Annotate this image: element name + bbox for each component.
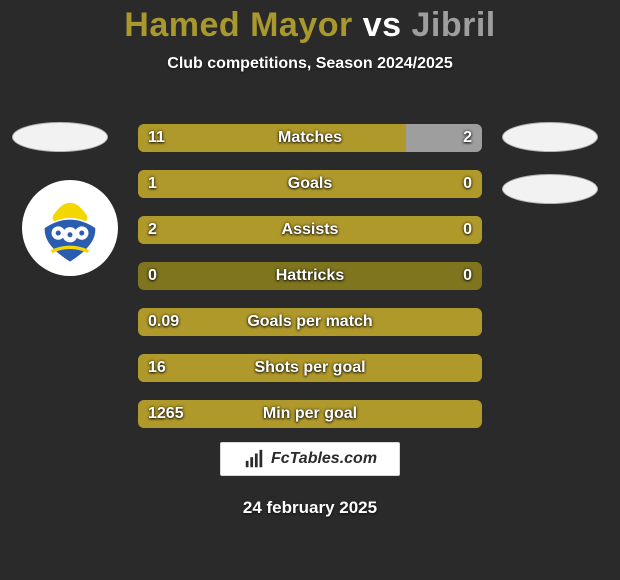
chart-icon <box>243 448 265 470</box>
bar-left-fill <box>138 170 482 198</box>
stat-row: Min per goal1265 <box>138 400 482 428</box>
avatar-right-top <box>502 122 598 152</box>
stat-row: Goals10 <box>138 170 482 198</box>
brand-badge: FcTables.com <box>220 442 400 476</box>
title-player1: Hamed Mayor <box>124 6 352 44</box>
brand-text: FcTables.com <box>271 450 377 468</box>
title-vs: vs <box>363 6 402 44</box>
avatar-right-bottom <box>502 174 598 204</box>
club-logo <box>22 180 118 276</box>
bar-left-fill <box>138 354 482 382</box>
bar-left-fill <box>138 124 406 152</box>
bar-left-fill <box>138 308 482 336</box>
bar-left-fill <box>138 216 482 244</box>
bar-right-fill <box>406 124 482 152</box>
stat-row: Matches112 <box>138 124 482 152</box>
bar-track <box>138 262 482 290</box>
stat-row: Shots per goal16 <box>138 354 482 382</box>
subtitle: Club competitions, Season 2024/2025 <box>0 55 620 73</box>
stat-row: Goals per match0.09 <box>138 308 482 336</box>
bar-left-fill <box>138 400 482 428</box>
avatar-left <box>12 122 108 152</box>
stat-row: Assists20 <box>138 216 482 244</box>
comparison-card: Hamed Mayor vs Jibril Club competitions,… <box>0 0 620 580</box>
stat-row: Hattricks00 <box>138 262 482 290</box>
club-crest-icon <box>28 186 112 270</box>
title-player2: Jibril <box>411 6 495 44</box>
stat-bars: Matches112 Goals10 Assists20 Hattricks00 Goa… <box>138 124 482 446</box>
date-text: 24 february 2025 <box>0 498 620 518</box>
page-title: Hamed Mayor vs Jibril <box>0 0 620 45</box>
